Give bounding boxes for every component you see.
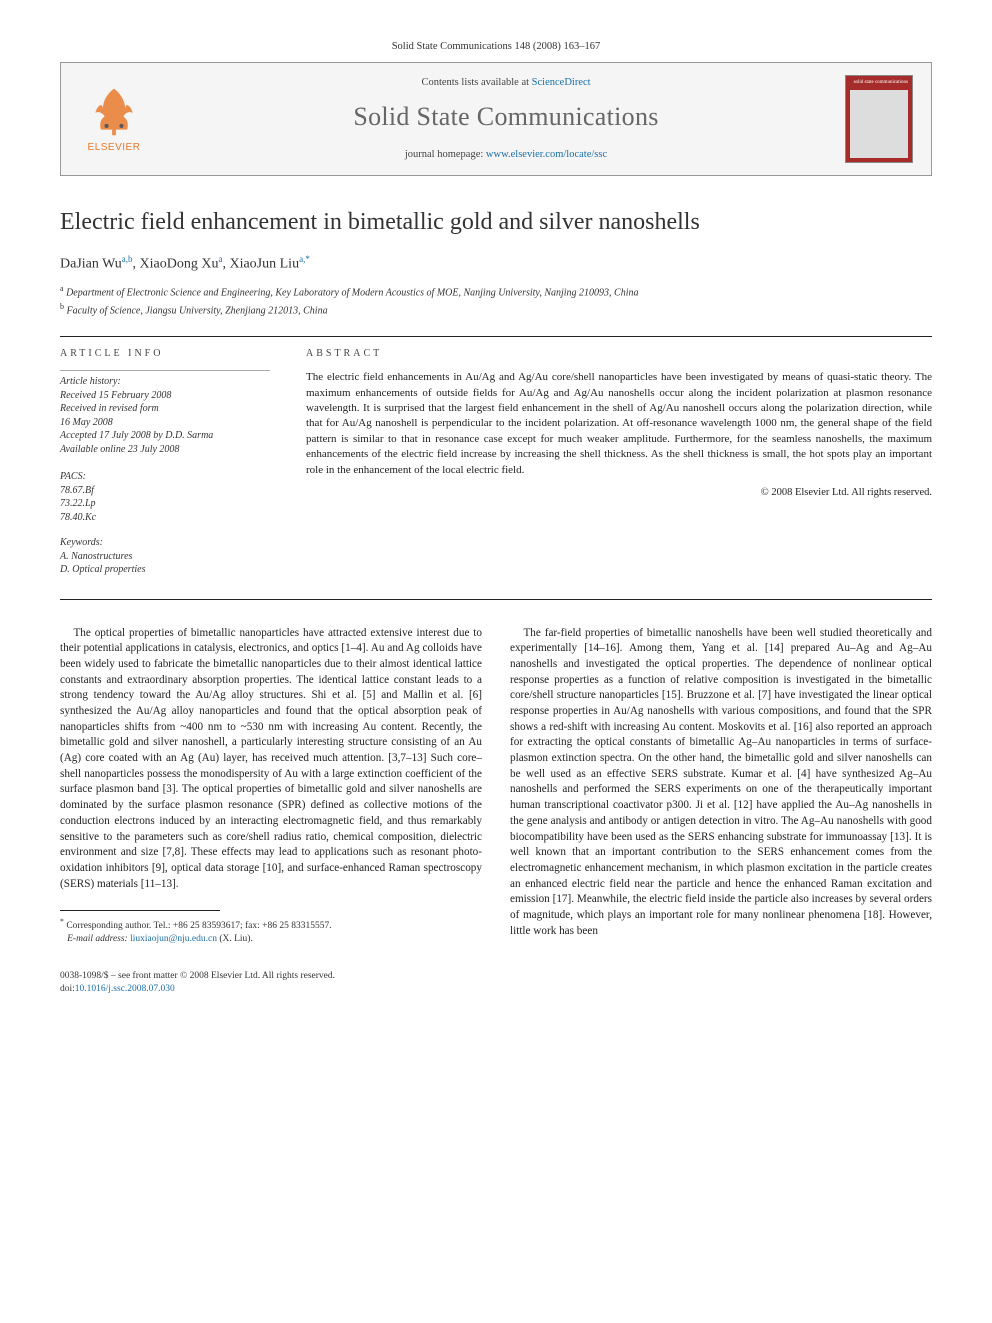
- doi-link[interactable]: 10.1016/j.ssc.2008.07.030: [75, 984, 175, 994]
- abstract-block: abstract The electric field enhancements…: [306, 347, 932, 589]
- author-1: DaJian Wu: [60, 256, 122, 271]
- keywords-label: Keywords:: [60, 537, 103, 548]
- history-label: Article history:: [60, 376, 121, 387]
- corresponding-rule: [60, 910, 220, 911]
- abstract-text: The electric field enhancements in Au/Ag…: [306, 370, 932, 478]
- corr-email-who: (X. Liu).: [219, 934, 253, 944]
- section-rule-bottom: [60, 599, 932, 600]
- keywords-block: Keywords: A. Nanostructures D. Optical p…: [60, 536, 270, 577]
- elsevier-wordmark: ELSEVIER: [88, 141, 141, 155]
- footer-doi: doi:10.1016/j.ssc.2008.07.030: [60, 984, 175, 994]
- corr-email-label: E-mail address:: [67, 934, 128, 944]
- history-accepted: Accepted 17 July 2008 by D.D. Sarma: [60, 430, 213, 441]
- left-column-footer: * Corresponding author. Tel.: +86 25 835…: [60, 910, 482, 946]
- corr-asterisk: *: [60, 917, 64, 926]
- author-1-affil: a,b: [122, 254, 133, 264]
- page-footer: 0038-1098/$ – see front matter © 2008 El…: [60, 970, 932, 996]
- author-list: DaJian Wua,b, XiaoDong Xua, XiaoJun Liua…: [60, 253, 932, 275]
- abstract-copyright: © 2008 Elsevier Ltd. All rights reserved…: [306, 486, 932, 500]
- journal-cover-thumb: solid state communications: [845, 75, 913, 163]
- homepage-link[interactable]: www.elsevier.com/locate/ssc: [486, 149, 607, 160]
- top-citation: Solid State Communications 148 (2008) 16…: [60, 40, 932, 54]
- affiliation-b-text: Faculty of Science, Jiangsu University, …: [67, 305, 328, 316]
- article-history: Article history: Received 15 February 20…: [60, 370, 270, 456]
- affiliation-b: b Faculty of Science, Jiangsu University…: [60, 302, 932, 318]
- pacs-2: 78.40.Kc: [60, 512, 96, 523]
- section-rule-top: [60, 336, 932, 337]
- body-paragraph-1: The optical properties of bimetallic nan…: [60, 626, 482, 892]
- history-received: Received 15 February 2008: [60, 390, 171, 401]
- pacs-block: PACS: 78.67.Bf 73.22.Lp 78.40.Kc: [60, 470, 270, 524]
- affiliation-a: a Department of Electronic Science and E…: [60, 284, 932, 300]
- homepage-prefix: journal homepage:: [405, 149, 486, 160]
- keyword-1: D. Optical properties: [60, 564, 145, 575]
- header-center: Contents lists available at ScienceDirec…: [167, 76, 845, 161]
- contents-available-line: Contents lists available at ScienceDirec…: [167, 76, 845, 90]
- author-2: XiaoDong Xu: [140, 256, 219, 271]
- author-3: XiaoJun Liu: [229, 256, 299, 271]
- corresponding-asterisk: *: [305, 254, 310, 264]
- history-revised-line2: 16 May 2008: [60, 417, 113, 428]
- article-title: Electric field enhancement in bimetallic…: [60, 206, 932, 238]
- abstract-heading: abstract: [306, 347, 932, 361]
- corr-line: Corresponding author. Tel.: +86 25 83593…: [66, 921, 331, 931]
- history-revised-line1: Received in revised form: [60, 403, 159, 414]
- journal-header: ELSEVIER Contents lists available at Sci…: [60, 62, 932, 176]
- pacs-1: 73.22.Lp: [60, 498, 96, 509]
- corr-email-link[interactable]: liuxiaojun@nju.edu.cn: [130, 934, 217, 944]
- cover-image-placeholder: [850, 90, 908, 159]
- article-info-heading: article info: [60, 347, 270, 361]
- contents-prefix: Contents lists available at: [421, 77, 531, 88]
- body-columns: The optical properties of bimetallic nan…: [60, 626, 932, 946]
- keyword-0: A. Nanostructures: [60, 551, 132, 562]
- body-paragraph-2: The far-field properties of bimetallic n…: [510, 626, 932, 939]
- info-abstract-row: article info Article history: Received 1…: [60, 347, 932, 589]
- journal-homepage-line: journal homepage: www.elsevier.com/locat…: [167, 148, 845, 162]
- elsevier-tree-icon: [86, 83, 142, 139]
- corresponding-author: * Corresponding author. Tel.: +86 25 835…: [60, 917, 482, 946]
- history-online: Available online 23 July 2008: [60, 444, 179, 455]
- sciencedirect-link[interactable]: ScienceDirect: [532, 77, 591, 88]
- article-info-block: article info Article history: Received 1…: [60, 347, 270, 589]
- pacs-0: 78.67.Bf: [60, 485, 94, 496]
- pacs-label: PACS:: [60, 471, 86, 482]
- footer-issn-line: 0038-1098/$ – see front matter © 2008 El…: [60, 971, 335, 981]
- journal-name: Solid State Communications: [167, 99, 845, 134]
- elsevier-logo: ELSEVIER: [79, 79, 149, 159]
- footer-left: 0038-1098/$ – see front matter © 2008 El…: [60, 970, 335, 996]
- author-2-affil: a: [218, 254, 222, 264]
- cover-title: solid state communications: [850, 80, 908, 86]
- doi-label: doi:: [60, 984, 75, 994]
- affiliation-a-text: Department of Electronic Science and Eng…: [66, 287, 638, 298]
